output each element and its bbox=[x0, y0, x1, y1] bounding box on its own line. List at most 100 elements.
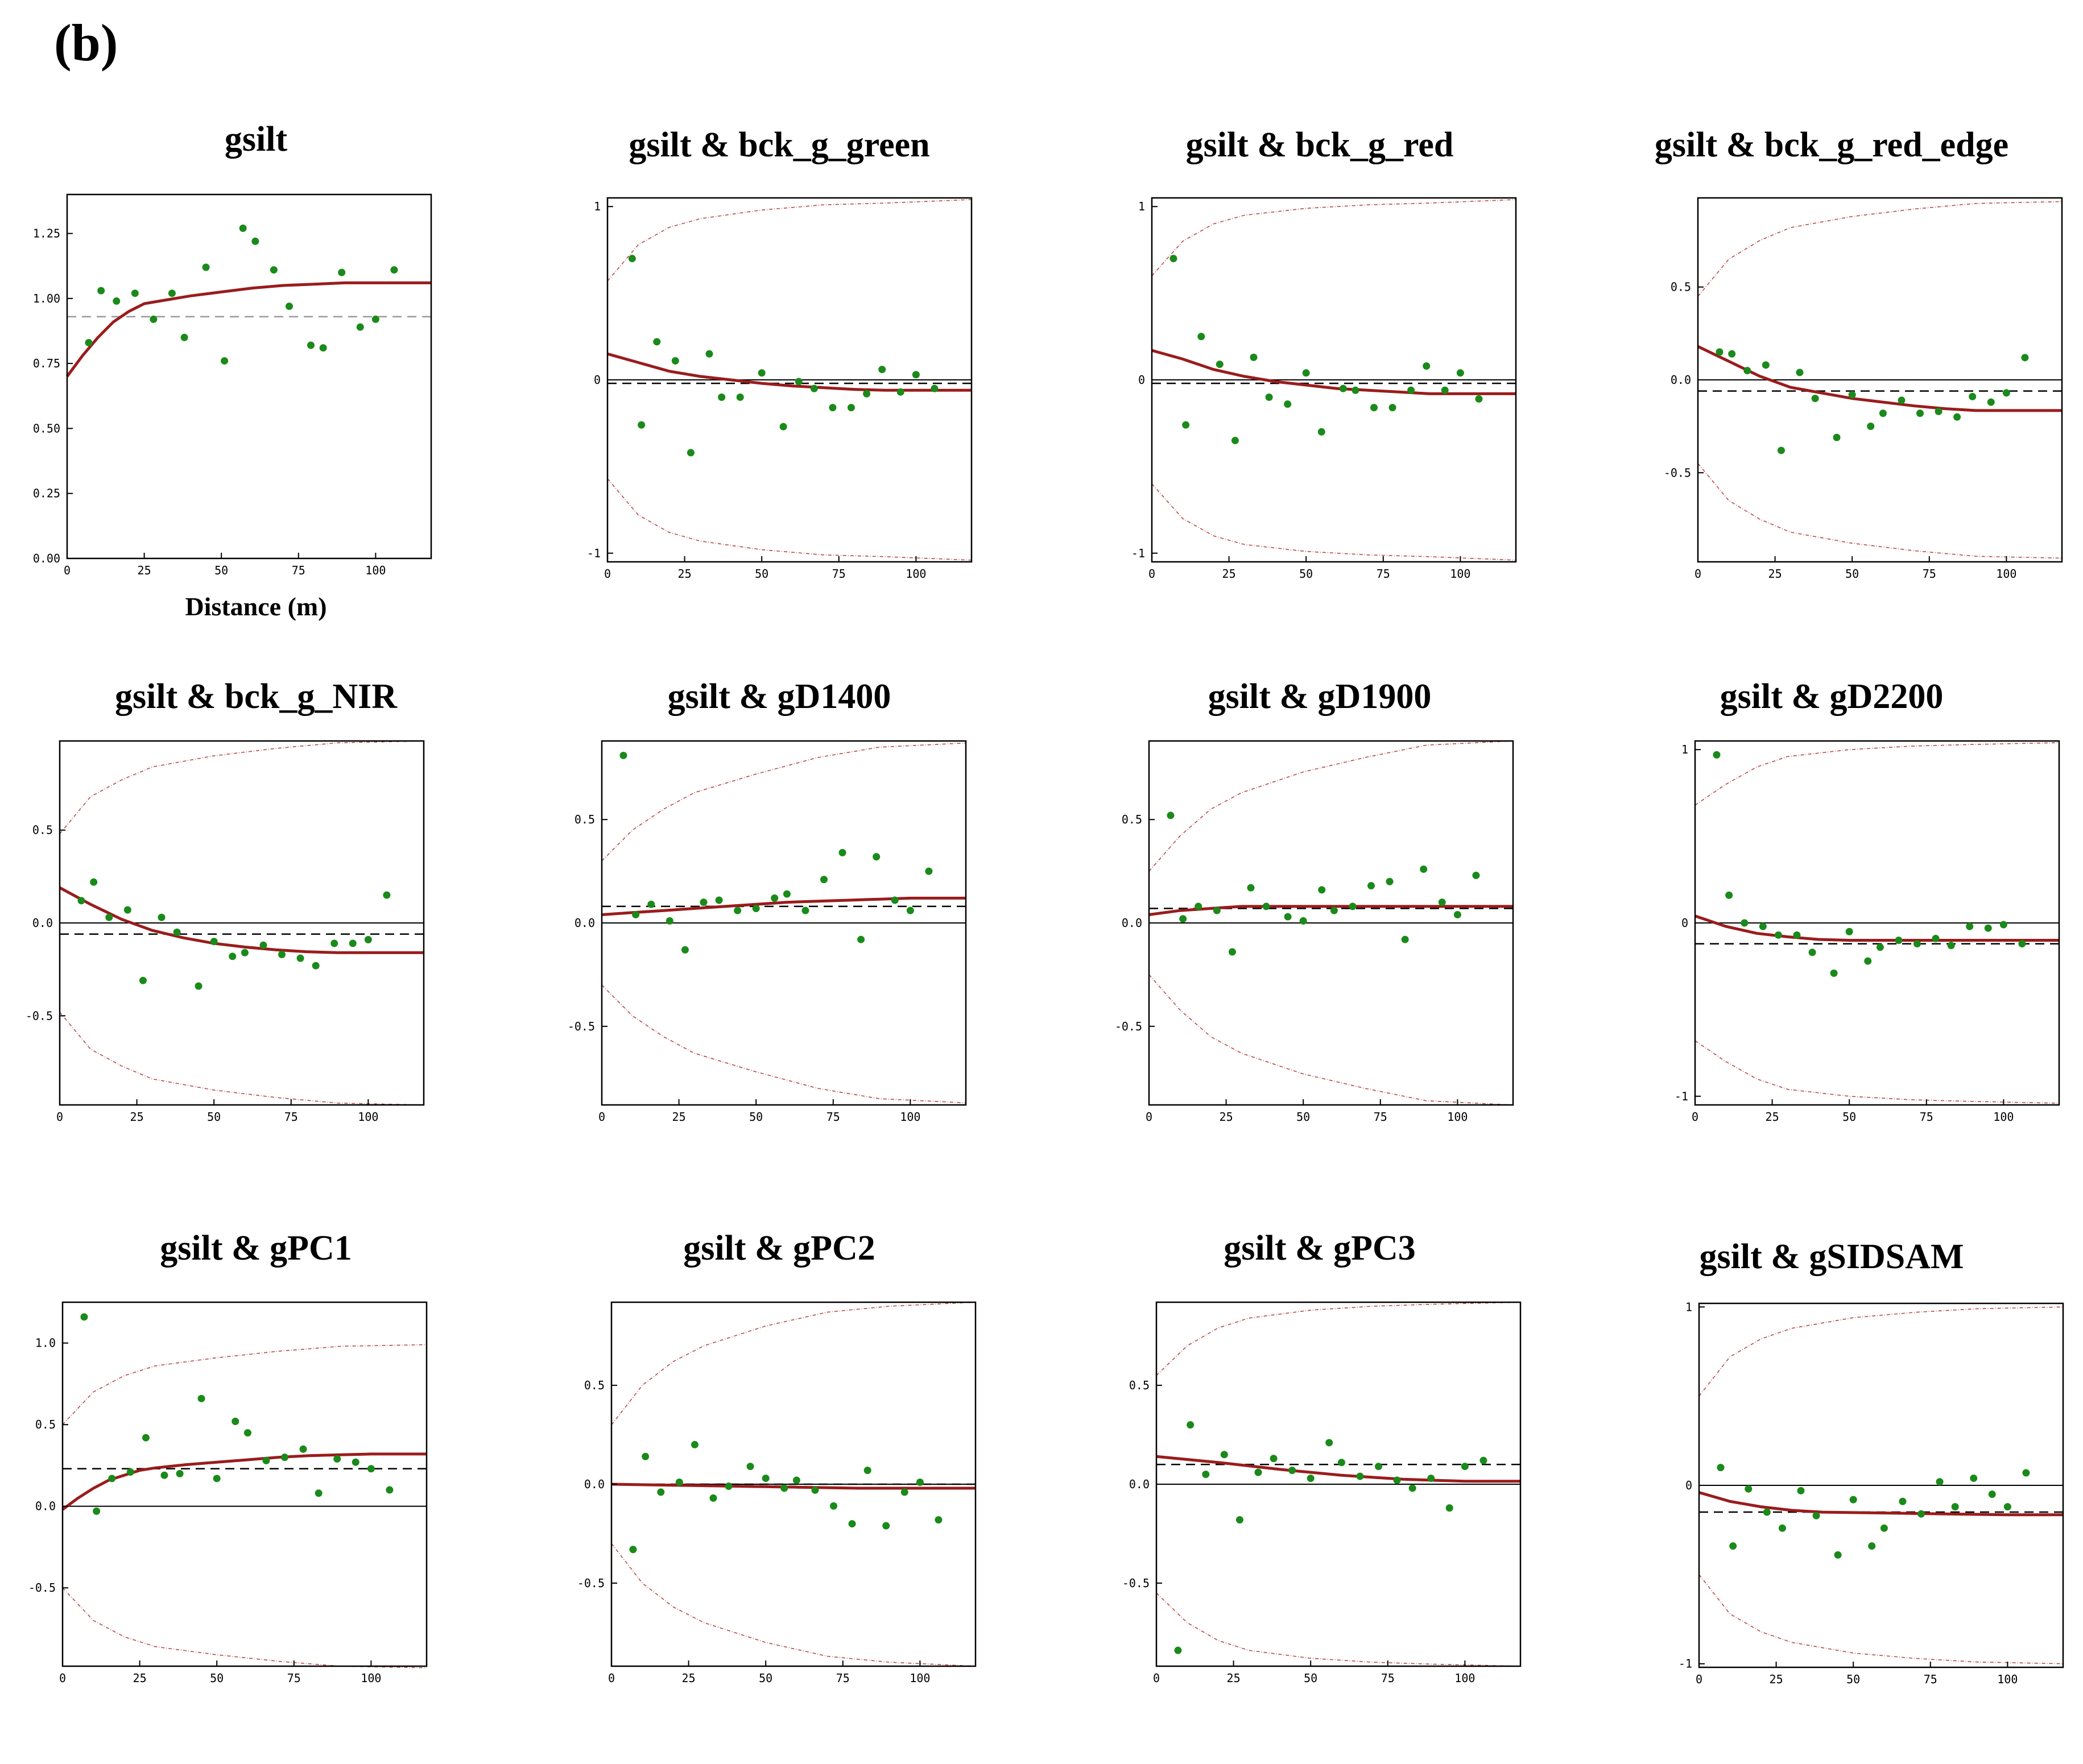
data-point bbox=[671, 357, 679, 365]
data-point bbox=[1716, 348, 1724, 356]
model-curve bbox=[1156, 1455, 1520, 1483]
data-point bbox=[195, 982, 202, 990]
data-point bbox=[848, 1520, 856, 1528]
data-point bbox=[1879, 409, 1887, 417]
x-tick-label: 0 bbox=[1692, 1110, 1698, 1124]
data-point bbox=[863, 390, 871, 397]
data-point bbox=[873, 853, 881, 861]
data-point bbox=[202, 263, 210, 271]
envelope-lower bbox=[611, 1543, 976, 1667]
data-point bbox=[1407, 386, 1415, 394]
data-point bbox=[736, 393, 744, 401]
envelope-lower bbox=[1698, 1574, 2064, 1664]
plot-area-bck-g-green: 0 25 50 75 100-101 bbox=[587, 197, 973, 581]
chart-gsilt-gpc3: gsilt & gPC3 0 25 50 75 100 -0.5 0.0 0.5 bbox=[1064, 1211, 1576, 1710]
chart-gsilt-gd1900: gsilt & gD1900 0 25 50 75 100 -0.5 0.0 0.5 bbox=[1064, 648, 1576, 1132]
y-tick-label: 0.5 bbox=[1122, 813, 1142, 826]
x-tick-label: 75 bbox=[826, 1110, 840, 1124]
data-point bbox=[2021, 354, 2029, 362]
data-point bbox=[1317, 428, 1325, 436]
x-tick-label: 25 bbox=[678, 567, 692, 581]
data-point bbox=[338, 268, 346, 276]
data-point bbox=[916, 1479, 924, 1486]
chart-title: gsilt & gPC1 bbox=[160, 1229, 352, 1268]
y-tick-label: -1 bbox=[1131, 546, 1145, 560]
data-point bbox=[1969, 392, 1977, 400]
data-point bbox=[1729, 1542, 1737, 1550]
data-point bbox=[1796, 368, 1804, 376]
data-point bbox=[1898, 396, 1906, 404]
x-tick-label: 100 bbox=[910, 1671, 930, 1685]
data-point bbox=[925, 867, 933, 875]
data-point bbox=[299, 1445, 307, 1453]
data-point bbox=[1441, 386, 1449, 394]
data-point bbox=[1936, 1478, 1944, 1486]
y-tick-label: 0.0 bbox=[575, 916, 595, 930]
data-point bbox=[1917, 1510, 1925, 1518]
data-point bbox=[820, 876, 828, 884]
chart-gsilt-bck-g-green: gsilt & bck_g_green 0 25 50 75 100 -1 0 1 bbox=[523, 97, 1035, 654]
data-point bbox=[801, 906, 809, 914]
x-tick-label: 75 bbox=[1924, 1672, 1937, 1686]
envelope-upper bbox=[62, 1344, 427, 1425]
data-point bbox=[1774, 931, 1782, 939]
data-point bbox=[779, 423, 787, 430]
data-point bbox=[687, 449, 695, 457]
data-point bbox=[262, 1456, 270, 1464]
data-point bbox=[281, 1454, 289, 1461]
x-tick-label: 100 bbox=[1996, 567, 2016, 581]
data-point bbox=[1988, 1490, 1996, 1498]
data-point bbox=[1284, 400, 1292, 408]
envelope-upper bbox=[1694, 742, 2060, 806]
chart-gsilt-gpc2: gsilt & gPC2 0 25 50 75 100 -0.5 0.0 0.5 bbox=[523, 1211, 1035, 1710]
x-tick-label: 100 bbox=[900, 1110, 920, 1124]
y-tick-label: -0.5 bbox=[1115, 1020, 1142, 1033]
data-point bbox=[85, 339, 93, 347]
model-curve bbox=[59, 886, 424, 954]
x-tick-label: 50 bbox=[1304, 1671, 1317, 1685]
y-tick-label: 1 bbox=[1681, 743, 1688, 756]
data-point bbox=[286, 303, 294, 310]
x-tick-label: 50 bbox=[1299, 567, 1313, 581]
data-point bbox=[176, 1469, 184, 1477]
x-tick-label: 0 bbox=[608, 1671, 615, 1685]
data-point bbox=[700, 898, 708, 906]
x-tick-label: 100 bbox=[1450, 567, 1470, 581]
data-point bbox=[1250, 353, 1258, 361]
x-tick-label: 50 bbox=[749, 1110, 763, 1124]
data-point bbox=[810, 384, 818, 392]
data-point bbox=[725, 1482, 733, 1490]
data-point bbox=[2018, 940, 2026, 948]
data-point bbox=[1947, 942, 1955, 950]
data-point bbox=[1330, 906, 1338, 914]
x-tick-label: 25 bbox=[1220, 1110, 1233, 1124]
data-point bbox=[123, 906, 131, 914]
data-point bbox=[1270, 1455, 1278, 1463]
data-point bbox=[1445, 1504, 1453, 1512]
data-point bbox=[108, 1475, 116, 1483]
x-tick-label: 50 bbox=[214, 564, 228, 577]
data-point bbox=[931, 384, 939, 392]
envelope-lower bbox=[1151, 483, 1516, 561]
data-point bbox=[1717, 1464, 1725, 1472]
x-tick-label: 75 bbox=[1374, 1110, 1387, 1124]
data-point bbox=[312, 962, 320, 970]
envelope-upper bbox=[1697, 201, 2063, 297]
data-point bbox=[847, 404, 855, 412]
data-point bbox=[197, 1394, 205, 1402]
data-point bbox=[783, 890, 791, 898]
data-point bbox=[891, 896, 899, 904]
model-curve bbox=[601, 896, 966, 916]
y-tick-label: 0 bbox=[1685, 1479, 1692, 1492]
data-point bbox=[251, 237, 259, 245]
x-tick-label: 25 bbox=[1768, 567, 1782, 581]
envelope-lower bbox=[1694, 1040, 2060, 1104]
plot-area-bck-g-red-edge: 0 25 50 75 100 -0.5 0.0 0.5 bbox=[1664, 197, 2063, 581]
data-point bbox=[173, 928, 181, 936]
data-point bbox=[718, 393, 726, 401]
data-point bbox=[319, 344, 327, 352]
plot-area-gpc2: 0 25 50 75 100 -0.5 0.0 0.5 bbox=[577, 1301, 977, 1685]
y-tick-label: -0.5 bbox=[1664, 466, 1691, 479]
data-point bbox=[653, 338, 661, 346]
chart-gsilt: gsilt 0 25 50 75 100 0.00 0.25 0.50 0.75 1.00 1.25… bbox=[0, 97, 512, 654]
